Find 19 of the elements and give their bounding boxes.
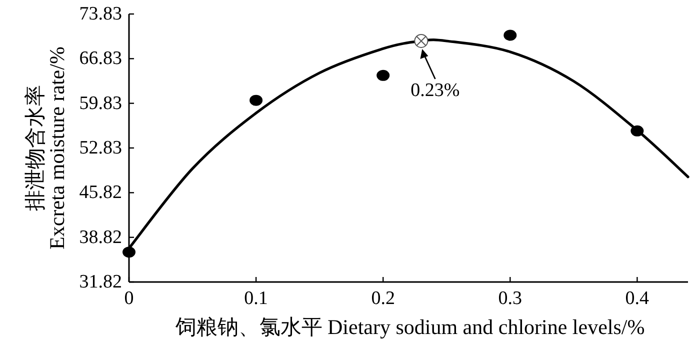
point [504,30,517,41]
y-tick-label: 52.83 [79,137,122,158]
y-tick-label: 31.82 [79,272,122,292]
y-axis-title: 排泄物含水率 Excreta moisture rate/% [23,46,69,250]
x-axis-title: 饲粮钠、氯水平 Dietary sodium and chlorine levels/% [174,315,645,339]
point [122,246,136,258]
x-tick-label: 0 [124,288,134,309]
x-tick-label: 0.4 [625,288,650,309]
x-tick-label: 0.3 [498,288,522,309]
x-tick-label: 0.2 [371,288,395,309]
y-tick-label: 59.83 [79,92,122,114]
y-tick-label: 73.83 [79,4,122,24]
y-tick-label: 38.82 [79,226,122,248]
y-tick-label: 45.82 [79,182,122,204]
y-tick-label: 66.83 [79,48,122,70]
point [376,70,390,81]
point [250,94,263,106]
annotation: 0.23% [410,80,460,101]
x-tick-label: 0.1 [244,288,268,309]
